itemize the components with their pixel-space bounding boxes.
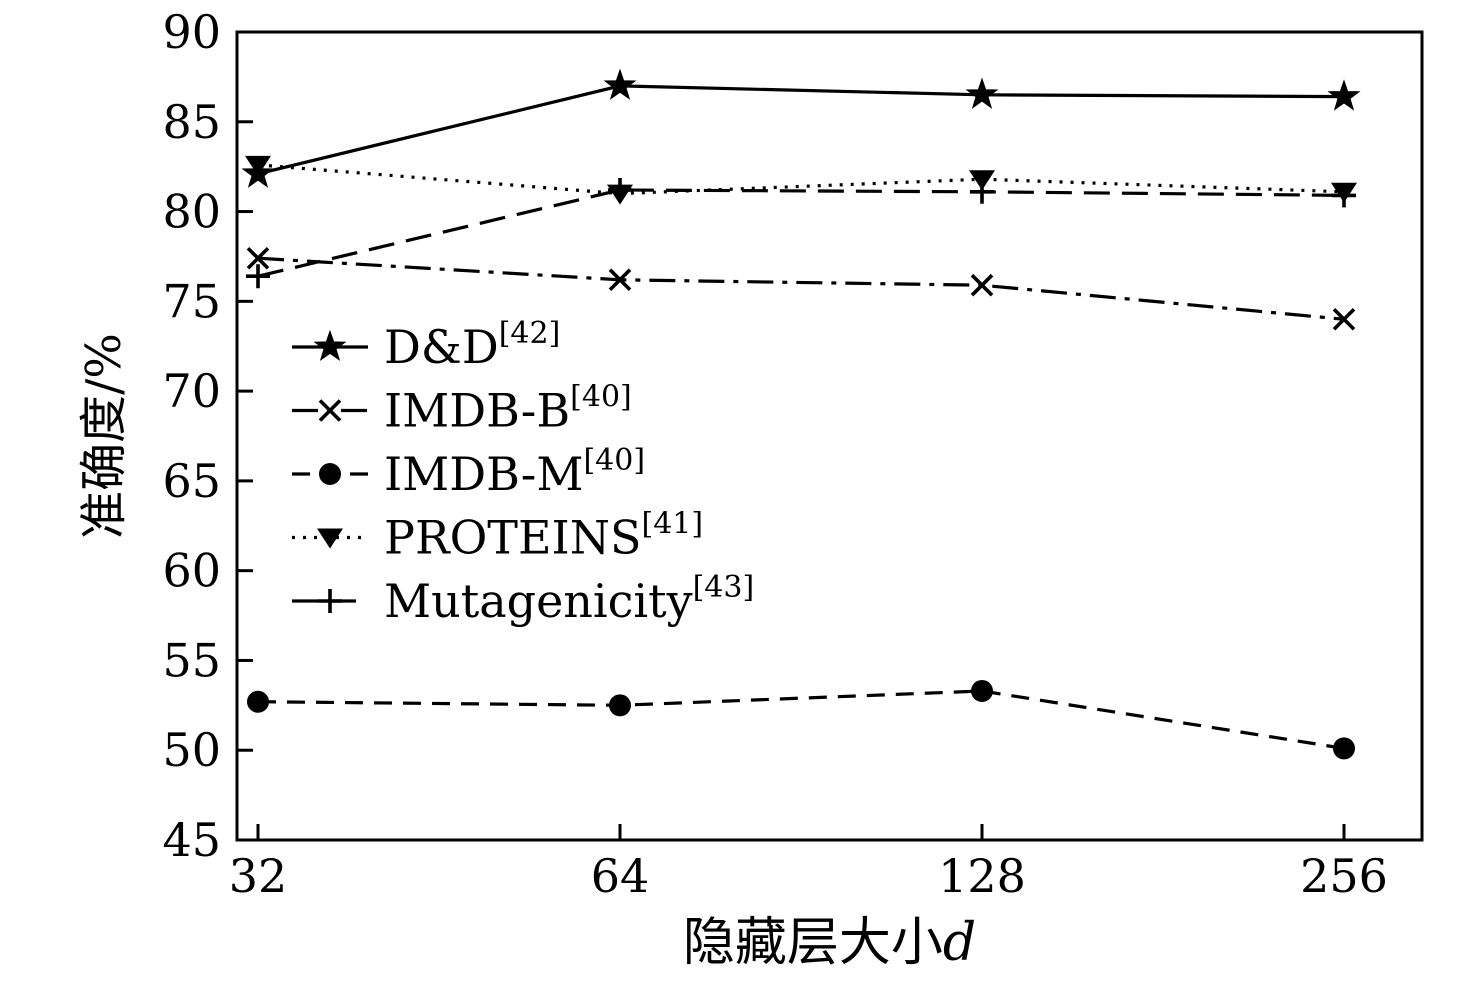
marker-star — [313, 329, 347, 361]
marker-star — [603, 68, 637, 100]
marker-triangle-down — [317, 528, 343, 549]
legend-item-IMDB-M: IMDB-M[40] — [292, 443, 645, 501]
legend-ref-superscript: [42] — [499, 316, 561, 351]
y-tick-label: 55 — [162, 633, 221, 687]
marker-x — [970, 273, 994, 297]
legend-label: PROTEINS[41] — [384, 507, 703, 565]
series-line-IMDB-B — [257, 256, 1345, 321]
y-tick-label: 65 — [162, 454, 221, 508]
y-tick-label: 75 — [162, 274, 221, 328]
legend-ref-superscript: [43] — [693, 570, 755, 605]
y-tick-label: 50 — [162, 723, 221, 777]
marker-circle — [971, 679, 993, 702]
y-tick-label: 80 — [162, 185, 221, 239]
x-axis-variable: d — [943, 913, 976, 973]
legend-item-PROTEINS: PROTEINS[41] — [292, 507, 703, 565]
legend-ref-superscript: [41] — [642, 507, 704, 542]
marker-circle — [1333, 737, 1355, 760]
marker-x — [1332, 308, 1356, 331]
plot-border — [235, 30, 1424, 842]
marker-x — [318, 399, 342, 422]
series-line-Mutagenicity — [257, 188, 1345, 278]
legend-label: IMDB-B[40] — [384, 380, 632, 438]
legend-ref-superscript: [40] — [583, 443, 645, 478]
marker-triangle-down — [245, 155, 271, 176]
legend-label: Mutagenicity[43] — [384, 570, 754, 628]
y-tick-label: 90 — [162, 5, 221, 59]
y-tick-label: 45 — [162, 813, 221, 867]
legend-label: IMDB-M[40] — [384, 443, 645, 501]
x-axis-label: 隐藏层大小d — [683, 913, 976, 973]
marker-plus — [608, 178, 632, 203]
marker-star — [965, 77, 999, 109]
marker-x — [608, 268, 632, 292]
x-tick-label: 256 — [1300, 849, 1388, 903]
marker-circle — [247, 690, 269, 713]
legend-label: D&D[42] — [384, 316, 560, 374]
marker-circle — [319, 463, 341, 485]
x-tick-label: 32 — [229, 849, 288, 903]
legend-item-D&D: D&D[42] — [292, 316, 560, 374]
marker-plus — [970, 179, 994, 204]
x-tick-label: 64 — [591, 849, 650, 903]
series-line-IMDB-M — [257, 689, 1345, 750]
marker-x — [246, 246, 270, 270]
legend-item-IMDB-B: IMDB-B[40] — [292, 380, 632, 438]
y-tick-label: 85 — [162, 95, 221, 149]
marker-circle — [609, 694, 631, 717]
y-tick-label: 60 — [162, 544, 221, 598]
series-line-PROTEINS — [257, 163, 1345, 196]
marker-plus — [318, 589, 342, 613]
marker-plus — [1332, 183, 1356, 208]
marker-star — [1327, 79, 1361, 111]
legend-item-Mutagenicity: Mutagenicity[43] — [292, 570, 754, 628]
y-axis-label: 准确度/% — [76, 333, 132, 539]
series-line-D&D — [257, 84, 1345, 176]
x-tick-label: 128 — [938, 849, 1026, 903]
marker-plus — [246, 264, 270, 289]
y-tick-label: 70 — [162, 364, 221, 418]
legend-ref-superscript: [40] — [570, 380, 632, 415]
